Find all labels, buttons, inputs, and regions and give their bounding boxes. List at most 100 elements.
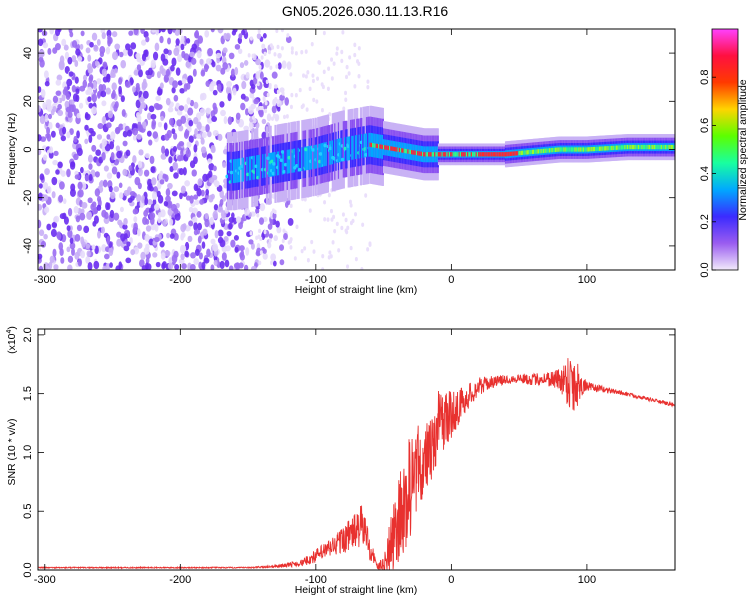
spectrogram-noise-cell (38, 29, 43, 33)
spectrogram-noise-cell (203, 257, 210, 264)
spectrogram-band-cell (291, 148, 294, 173)
spectrogram-noise-cell (84, 113, 91, 121)
spectrogram-noise-cell (212, 129, 219, 137)
spectrogram-core-cell (502, 152, 505, 157)
spectrogram-band-cell (292, 148, 295, 173)
colorbar-tick-label: 0.8 (699, 70, 711, 85)
spectrogram-noise-cell (205, 188, 210, 196)
spectrogram-noise-cell (80, 166, 84, 174)
spectrogram-core-cell (323, 143, 327, 148)
spectrogram-faint-cell (354, 212, 358, 217)
spectrogram-noise-cell (62, 198, 67, 205)
spectrogram-band-cell (357, 127, 360, 167)
spectrogram-core-cell (523, 150, 526, 155)
spectrogram-noise-cell (255, 58, 261, 66)
spectrogram-noise-cell (154, 236, 160, 243)
spectrogram-band-cell (331, 140, 334, 165)
spectrogram-faint-cell (306, 258, 310, 263)
spectrogram-noise-cell (212, 210, 218, 220)
spectrogram-noise-cell (96, 134, 103, 140)
spectrogram-core-cell (617, 145, 620, 150)
spectrogram-noise-cell (277, 52, 282, 59)
spectrogram-noise-cell (74, 234, 81, 242)
spectrogram-core-cell (469, 152, 472, 157)
spectrogram-noise-cell (212, 89, 218, 96)
spectrogram-core-cell (400, 148, 403, 153)
spectrogram-faint-cell (260, 105, 264, 111)
spectrogram-noise-cell (204, 63, 209, 73)
spectrogram-core-cell (531, 149, 534, 155)
spectrogram-noise-cell (92, 220, 97, 227)
spectrogram-noise-cell (66, 246, 71, 253)
spectrogram-band-cell (351, 135, 354, 160)
spectrogram-noise-cell (148, 238, 154, 246)
spectrogram-band-cell (301, 147, 304, 172)
spectrogram-core-cell (512, 151, 515, 156)
spectrogram-noise-cell (148, 105, 155, 113)
spectrogram-band-cell (334, 139, 337, 164)
spectrogram-noise-cell (84, 138, 89, 145)
spectrogram-noise-cell (150, 113, 157, 120)
spectrogram-band-cell (309, 145, 312, 170)
spectrogram-core-cell (580, 147, 583, 152)
spectrogram-noise-cell (109, 209, 115, 219)
spectrogram-noise-cell (200, 69, 206, 77)
spectrogram-noise-cell (157, 104, 163, 110)
spectrogram-noise-cell (206, 248, 211, 258)
spectrogram-noise-cell (163, 48, 169, 55)
spectrogram-core-cell (389, 146, 392, 151)
spectrogram-noise-cell (94, 245, 99, 255)
spectrogram-band-cell (280, 143, 283, 183)
spectrogram-faint-cell (311, 78, 315, 84)
spectrogram-noise-cell (143, 169, 150, 177)
spectrogram-noise-cell (160, 252, 166, 260)
spectrogram-band-cell (326, 134, 330, 174)
spectrogram-band-cell (332, 132, 336, 172)
spectrogram-noise-cell (99, 46, 106, 54)
spectrogram-faint-cell (275, 64, 279, 69)
spectrogram-band-cell (286, 149, 289, 174)
spectrogram-noise-cell (77, 258, 83, 267)
spectrogram-faint-cell (251, 115, 255, 120)
spectrogram-core-cell (631, 144, 635, 150)
spectrogram-noise-cell (286, 61, 292, 70)
spectrogram-core-cell (533, 149, 536, 154)
spectrogram-noise-cell (120, 60, 127, 69)
spectrogram-faint-cell (317, 60, 321, 65)
spectrogram-band-cell (245, 149, 248, 189)
spectrogram-band-cell (362, 126, 365, 166)
spectrogram-band-cell (350, 128, 353, 168)
spectrogram-noise-cell (200, 138, 205, 145)
spectrogram-faint-cell (337, 248, 341, 253)
spectrogram-core-cell (594, 146, 597, 152)
spectrogram-noise-cell (38, 183, 43, 189)
spectrogram-noise-cell (191, 169, 197, 177)
colorbar-tick-label: 0.6 (699, 118, 711, 133)
spectrogram-noise-cell (86, 211, 92, 219)
spectrogram-core-cell (509, 151, 513, 157)
spectrogram-noise-cell (91, 106, 97, 115)
spectrogram-faint-cell (273, 52, 277, 57)
spectrogram-noise-cell (38, 148, 42, 156)
spectrogram-core-cell (229, 170, 234, 175)
spectrogram-noise-cell (67, 56, 73, 65)
spectrogram-noise-cell (233, 235, 239, 241)
spectrogram-noise-cell (52, 106, 57, 113)
spectrogram-faint-cell (349, 245, 353, 251)
spectrogram-core-cell (524, 150, 527, 155)
spectrogram-core-cell (661, 144, 664, 150)
spectrogram-core-cell (429, 152, 432, 157)
spectrogram-faint-cell (271, 208, 275, 213)
spectrogram-band-cell (315, 144, 319, 169)
spectrogram-noise-cell (132, 135, 137, 141)
spectrogram-core-cell (467, 152, 470, 157)
spectrogram-core-cell (364, 152, 368, 157)
spectrogram-noise-cell (180, 232, 186, 239)
spectrogram-noise-cell (126, 129, 133, 137)
spectrogram-noise-cell (67, 264, 73, 270)
spectrogram-noise-cell (253, 98, 260, 105)
spectrogram-noise-cell (48, 113, 53, 120)
spectrogram-faint-cell (260, 55, 264, 60)
colorbar-label: Normalized spectral amplitude (737, 79, 749, 220)
spectrogram-noise-cell (42, 42, 49, 49)
